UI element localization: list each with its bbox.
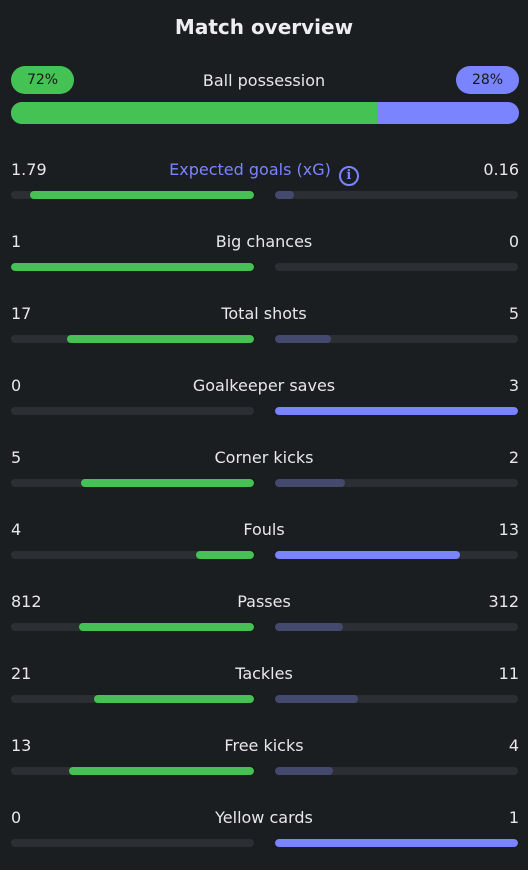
stat-label-text: Passes bbox=[237, 592, 291, 611]
home-stat-value: 17 bbox=[11, 304, 32, 323]
info-icon[interactable]: i bbox=[338, 166, 359, 186]
stat-row: 0 Yellow cards 1 bbox=[0, 807, 528, 855]
away-stat-value: 0.16 bbox=[483, 160, 519, 179]
away-stat-bar bbox=[275, 623, 344, 631]
home-stat-track bbox=[11, 479, 254, 487]
away-stat-bar bbox=[275, 695, 358, 703]
away-stat-value: 312 bbox=[488, 592, 519, 611]
stat-label: Yellow cards bbox=[0, 807, 528, 829]
stat-row: 17 Total shots 5 bbox=[0, 303, 528, 351]
home-stat-track bbox=[11, 263, 254, 271]
home-stat-value: 21 bbox=[11, 664, 32, 683]
stat-row: 1 Big chances 0 bbox=[0, 231, 528, 279]
stat-label: Corner kicks bbox=[0, 447, 528, 469]
home-stat-bar bbox=[195, 551, 254, 559]
away-stat-track bbox=[275, 335, 518, 343]
home-stat-track bbox=[11, 623, 254, 631]
home-possession-fill bbox=[11, 102, 377, 124]
away-stat-bar bbox=[275, 479, 346, 487]
stat-label[interactable]: Expected goals (xG) i bbox=[0, 159, 528, 186]
away-stat-track bbox=[275, 623, 518, 631]
stat-label-text: Total shots bbox=[221, 304, 307, 323]
stat-row: 0 Goalkeeper saves 3 bbox=[0, 375, 528, 423]
away-stat-track bbox=[275, 479, 518, 487]
home-stat-bar bbox=[79, 623, 254, 631]
home-stat-bar bbox=[69, 767, 254, 775]
stat-row: 13 Free kicks 4 bbox=[0, 735, 528, 783]
stat-row: 5 Corner kicks 2 bbox=[0, 447, 528, 495]
away-stat-value: 13 bbox=[498, 520, 519, 539]
away-stat-value: 3 bbox=[508, 376, 519, 395]
home-stat-value: 1 bbox=[11, 232, 22, 251]
home-stat-value: 0 bbox=[11, 376, 22, 395]
home-stat-track bbox=[11, 191, 254, 199]
away-stat-value: 0 bbox=[508, 232, 519, 251]
home-stat-bar bbox=[81, 479, 254, 487]
away-stat-track bbox=[275, 551, 518, 559]
home-stat-track bbox=[11, 335, 254, 343]
away-stat-value: 5 bbox=[508, 304, 519, 323]
stat-row: 1.79 Expected goals (xG) i 0.16 bbox=[0, 159, 528, 207]
away-stat-track bbox=[275, 407, 518, 415]
stat-label-text: Goalkeeper saves bbox=[192, 376, 336, 395]
away-stat-value: 2 bbox=[508, 448, 519, 467]
home-stat-bar bbox=[93, 695, 254, 703]
home-stat-track bbox=[11, 695, 254, 703]
home-stat-value: 4 bbox=[11, 520, 22, 539]
home-stat-value: 1.79 bbox=[11, 160, 47, 179]
stat-label: Total shots bbox=[0, 303, 528, 325]
away-stat-bar bbox=[275, 767, 334, 775]
away-stat-bar bbox=[275, 839, 518, 847]
away-stat-bar bbox=[275, 551, 460, 559]
away-stat-track bbox=[275, 263, 518, 271]
home-stat-bar bbox=[11, 263, 254, 271]
stat-label: Big chances bbox=[0, 231, 528, 253]
stat-label: Goalkeeper saves bbox=[0, 375, 528, 397]
stat-label-text: Big chances bbox=[215, 232, 313, 251]
home-stat-value: 812 bbox=[11, 592, 42, 611]
stat-row: 812 Passes 312 bbox=[0, 591, 528, 639]
stat-label-text: Free kicks bbox=[224, 736, 304, 755]
away-stat-track bbox=[275, 839, 518, 847]
home-stat-bar bbox=[66, 335, 254, 343]
home-possession-badge: 72% bbox=[11, 66, 74, 94]
home-stat-bar bbox=[30, 191, 254, 199]
away-stat-value: 11 bbox=[498, 664, 519, 683]
stat-label-text: Corner kicks bbox=[214, 448, 314, 467]
stat-label: Fouls bbox=[0, 519, 528, 541]
away-possession-badge: 28% bbox=[456, 66, 519, 94]
home-stat-track bbox=[11, 839, 254, 847]
away-stat-value: 1 bbox=[508, 808, 519, 827]
panel-title: Match overview bbox=[174, 15, 354, 39]
home-stat-track bbox=[11, 551, 254, 559]
away-stat-bar bbox=[275, 335, 331, 343]
possession-label: Ball possession bbox=[202, 71, 326, 90]
home-stat-track bbox=[11, 767, 254, 775]
stat-label-text: Tackles bbox=[235, 664, 293, 683]
away-stat-track bbox=[275, 191, 518, 199]
stat-row: 21 Tackles 11 bbox=[0, 663, 528, 711]
away-stat-bar bbox=[275, 407, 518, 415]
home-stat-value: 0 bbox=[11, 808, 22, 827]
stat-label-text: Yellow cards bbox=[215, 808, 313, 827]
away-stat-track bbox=[275, 695, 518, 703]
possession-bar bbox=[11, 102, 519, 124]
home-stat-value: 5 bbox=[11, 448, 22, 467]
stat-row: 4 Fouls 13 bbox=[0, 519, 528, 567]
away-stat-track bbox=[275, 767, 518, 775]
stat-label-text: Expected goals (xG) bbox=[169, 160, 331, 179]
home-stat-value: 13 bbox=[11, 736, 32, 755]
away-stat-value: 4 bbox=[508, 736, 519, 755]
stat-label-text: Fouls bbox=[243, 520, 285, 539]
home-stat-track bbox=[11, 407, 254, 415]
stat-label: Tackles bbox=[0, 663, 528, 685]
stat-label: Passes bbox=[0, 591, 528, 613]
stat-label: Free kicks bbox=[0, 735, 528, 757]
away-stat-bar bbox=[275, 191, 295, 199]
